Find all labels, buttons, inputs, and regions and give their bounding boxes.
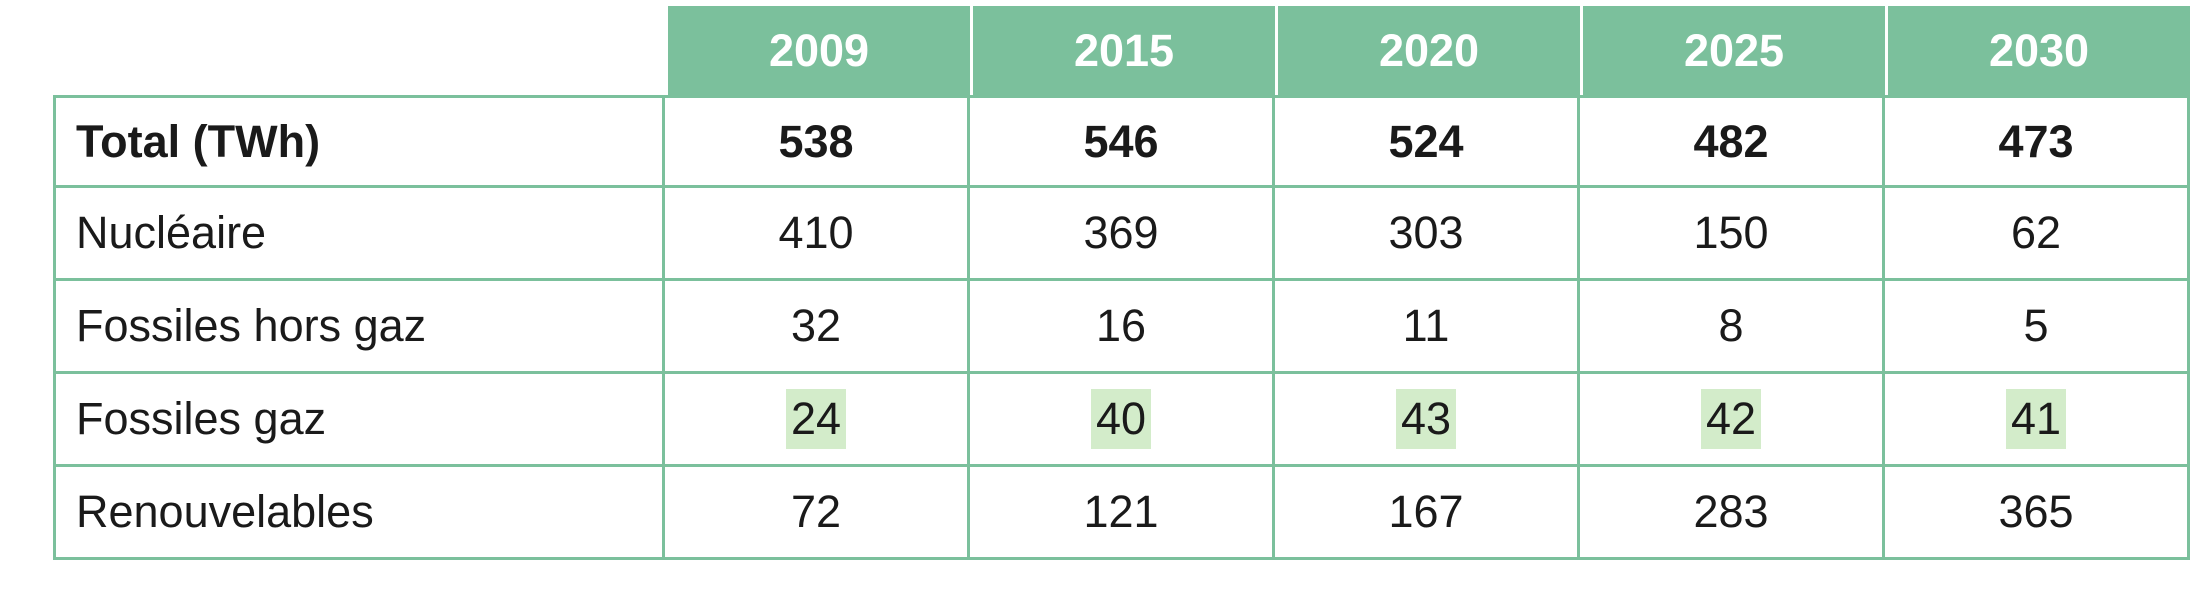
cell: 8 — [1580, 281, 1885, 374]
column-header: 2015 — [970, 6, 1275, 95]
cell: 546 — [970, 95, 1275, 188]
highlighted-value: 42 — [1700, 389, 1762, 449]
cell: 40 — [970, 374, 1275, 467]
cell: 538 — [665, 95, 970, 188]
cell: 365 — [1885, 467, 2190, 560]
cell: 524 — [1275, 95, 1580, 188]
column-header: 2009 — [665, 6, 970, 95]
highlighted-value: 40 — [1090, 389, 1152, 449]
cell: 482 — [1580, 95, 1885, 188]
row-label: Fossiles hors gaz — [53, 281, 665, 374]
row-label: Renouvelables — [53, 467, 665, 560]
cell: 24 — [665, 374, 970, 467]
cell: 62 — [1885, 188, 2190, 281]
row-label: Total (TWh) — [53, 95, 665, 188]
cell: 369 — [970, 188, 1275, 281]
cell: 167 — [1275, 467, 1580, 560]
cell: 410 — [665, 188, 970, 281]
cell: 16 — [970, 281, 1275, 374]
column-header: 2020 — [1275, 6, 1580, 95]
cell: 43 — [1275, 374, 1580, 467]
cell: 150 — [1580, 188, 1885, 281]
cell: 473 — [1885, 95, 2190, 188]
highlighted-value: 43 — [1395, 389, 1457, 449]
highlighted-value: 41 — [2005, 389, 2067, 449]
cell: 41 — [1885, 374, 2190, 467]
cell: 11 — [1275, 281, 1580, 374]
cell: 121 — [970, 467, 1275, 560]
cell: 42 — [1580, 374, 1885, 467]
cell: 5 — [1885, 281, 2190, 374]
row-label: Nucléaire — [53, 188, 665, 281]
cell: 283 — [1580, 467, 1885, 560]
row-label: Fossiles gaz — [53, 374, 665, 467]
cell: 32 — [665, 281, 970, 374]
cell: 303 — [1275, 188, 1580, 281]
highlighted-value: 24 — [785, 389, 847, 449]
cell: 72 — [665, 467, 970, 560]
column-header: 2030 — [1885, 6, 2190, 95]
column-header: 2025 — [1580, 6, 1885, 95]
